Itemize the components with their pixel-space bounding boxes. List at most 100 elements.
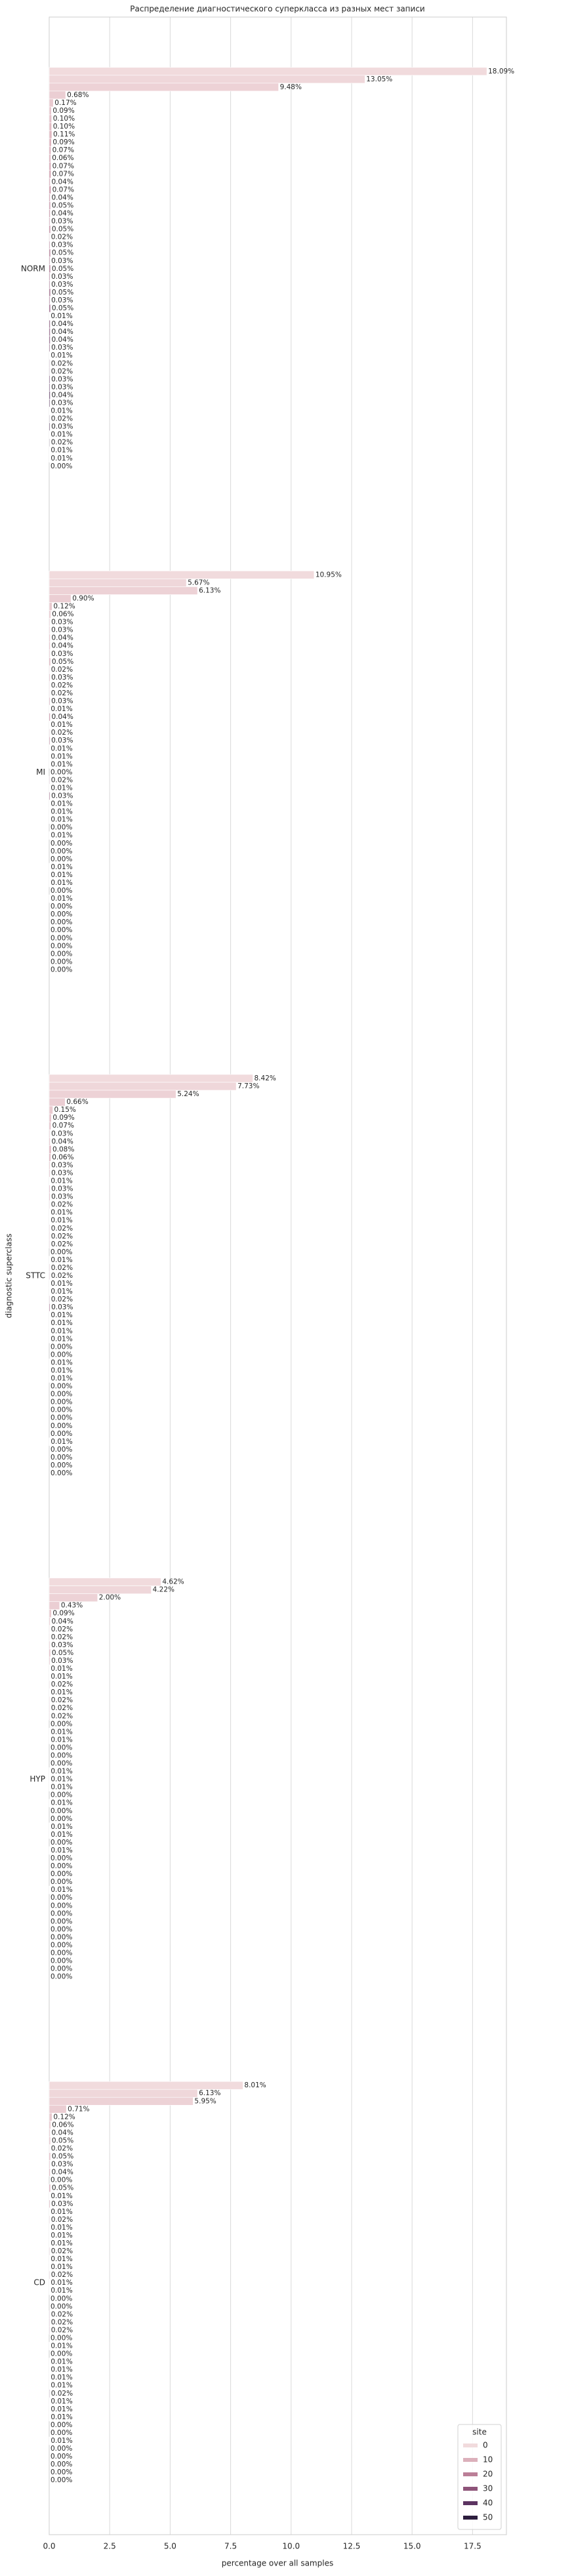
bar	[49, 256, 51, 266]
value-label: 0.02%	[51, 367, 73, 375]
bar	[49, 2113, 52, 2121]
bar	[49, 2089, 198, 2098]
bar	[49, 2136, 51, 2145]
bar	[49, 2096, 194, 2106]
value-label: 0.01%	[51, 1736, 72, 1744]
value-label: 0.00%	[51, 2461, 72, 2468]
bar	[49, 1161, 51, 1170]
bar	[49, 153, 51, 163]
value-label: 5.95%	[194, 2097, 216, 2105]
bar	[49, 399, 51, 407]
value-label: 0.01%	[51, 2255, 72, 2263]
value-label: 0.02%	[51, 1633, 73, 1641]
value-label: 0.02%	[51, 1681, 73, 1688]
value-label: 0.11%	[53, 131, 75, 138]
value-label: 0.05%	[52, 249, 73, 257]
value-label: 0.02%	[51, 2310, 73, 2318]
bar	[49, 1153, 51, 1162]
value-label: 0.01%	[51, 407, 72, 415]
value-label: 0.01%	[51, 1319, 72, 1327]
value-label: 0.00%	[51, 848, 72, 855]
value-label: 0.01%	[51, 447, 72, 455]
value-label: 0.00%	[51, 1446, 72, 1454]
value-label: 0.01%	[51, 705, 72, 713]
value-label: 0.04%	[51, 2129, 73, 2136]
bar	[49, 288, 51, 297]
bar	[49, 2199, 51, 2209]
value-label: 0.02%	[51, 439, 73, 447]
value-label: 0.03%	[51, 281, 73, 289]
value-label: 0.06%	[52, 1153, 73, 1161]
value-label: 0.01%	[51, 2287, 72, 2295]
value-label: 0.02%	[51, 1264, 73, 1272]
value-label: 0.01%	[51, 1673, 72, 1681]
value-label: 2.00%	[99, 1594, 121, 1602]
value-label: 4.22%	[153, 1586, 174, 1594]
value-label: 0.02%	[51, 666, 73, 674]
value-label: 0.43%	[61, 1602, 83, 1610]
value-label: 0.01%	[51, 1438, 72, 1446]
value-label: 10.95%	[316, 571, 342, 579]
bar	[49, 2247, 51, 2256]
value-label: 0.06%	[52, 2121, 73, 2129]
legend-label: 10	[483, 2455, 493, 2464]
bar	[49, 178, 51, 186]
bar	[49, 194, 51, 202]
value-label: 0.03%	[51, 1193, 73, 1201]
value-label: 0.00%	[51, 1430, 72, 1438]
bar	[49, 1232, 51, 1241]
bar	[49, 602, 52, 611]
value-label: 0.01%	[51, 1177, 72, 1185]
value-label: 0.01%	[51, 2358, 72, 2366]
bar	[49, 1224, 51, 1233]
value-label: 7.73%	[237, 1082, 259, 1090]
bar	[49, 209, 51, 218]
value-label: 0.00%	[51, 1925, 72, 1933]
value-label: 0.00%	[51, 1949, 72, 1957]
bar	[49, 169, 51, 178]
value-label: 0.00%	[51, 1391, 72, 1399]
bar	[49, 649, 51, 659]
legend-box	[457, 2424, 502, 2530]
value-label: 0.01%	[51, 1665, 72, 1673]
chart-title: Распределение диагностического суперклас…	[130, 5, 424, 14]
bar	[49, 1240, 51, 1249]
value-label: 0.00%	[51, 1878, 72, 1886]
value-label: 0.12%	[53, 603, 75, 611]
value-label: 0.01%	[51, 312, 72, 320]
value-label: 0.01%	[51, 745, 72, 752]
value-label: 0.03%	[51, 375, 73, 383]
value-label: 0.00%	[51, 966, 72, 973]
value-label: 0.01%	[51, 1256, 72, 1264]
bar	[49, 367, 51, 376]
value-label: 0.00%	[51, 1406, 72, 1414]
bar	[49, 689, 51, 698]
value-label: 0.09%	[52, 107, 74, 115]
bar	[49, 114, 52, 123]
value-label: 0.02%	[51, 776, 73, 784]
value-label: 0.02%	[51, 1704, 73, 1712]
value-label: 0.01%	[51, 2413, 72, 2421]
bar	[49, 1121, 51, 1130]
bar	[49, 75, 365, 84]
value-label: 0.00%	[51, 926, 72, 934]
value-label: 0.00%	[51, 1343, 72, 1351]
bar	[49, 1609, 52, 1618]
value-label: 0.04%	[51, 2169, 73, 2177]
legend-swatch	[463, 2501, 478, 2505]
value-label: 0.00%	[51, 2421, 72, 2429]
value-label: 0.03%	[51, 2161, 73, 2169]
value-label: 0.90%	[72, 595, 94, 603]
bar	[49, 375, 51, 384]
value-label: 0.02%	[51, 415, 73, 423]
bar	[49, 438, 51, 447]
bar	[49, 1090, 176, 1099]
bar	[49, 2168, 51, 2177]
value-label: 0.01%	[51, 2279, 72, 2287]
bar	[49, 1074, 253, 1083]
value-label: 0.01%	[51, 1688, 72, 1696]
legend-swatch	[463, 2443, 478, 2447]
value-label: 0.00%	[51, 950, 72, 958]
value-label: 0.06%	[52, 154, 73, 162]
